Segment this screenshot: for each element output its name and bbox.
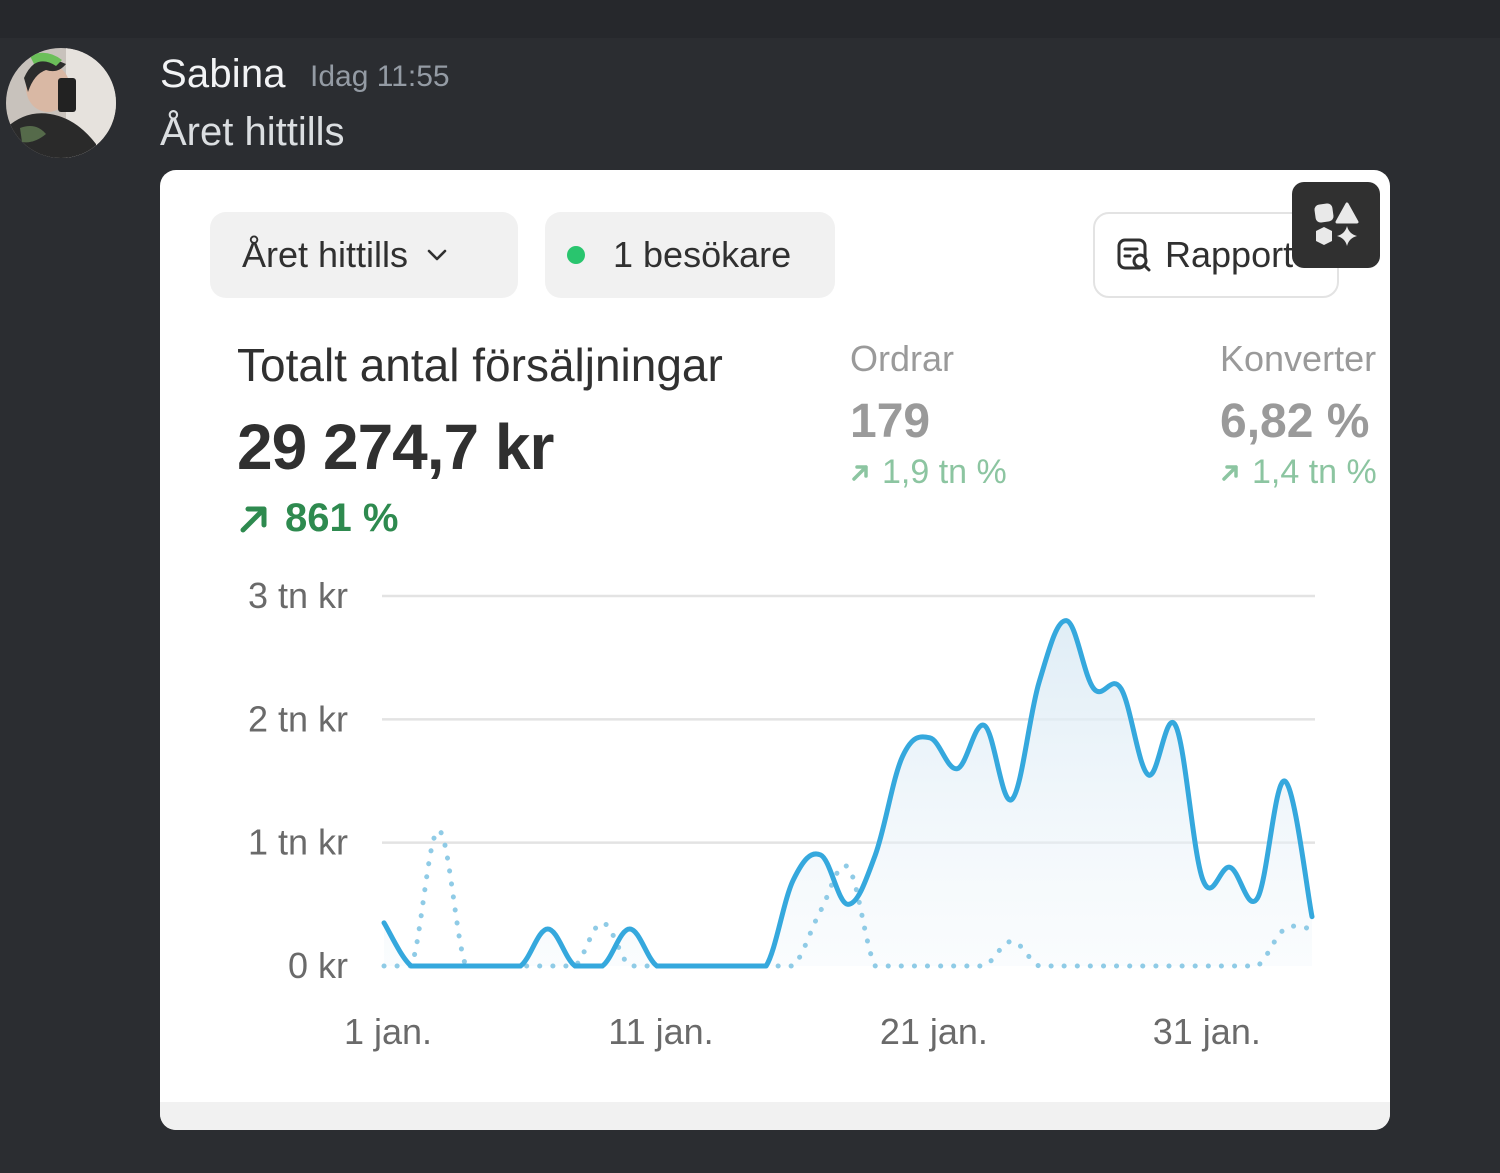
window-top-bar (0, 0, 1500, 38)
conversion-change: 1,4 tn % (1220, 453, 1377, 492)
report-button-label: Rapport (1165, 234, 1294, 275)
sales-line-chart[interactable]: 0 kr 1 tn kr 2 tn kr 3 tn kr 1 jan. 11 jan. 21… (160, 170, 1390, 1102)
arrow-up-right-icon (240, 506, 267, 532)
sidekick-button[interactable] (1292, 182, 1380, 268)
total-sales-change-value: 861 % (285, 496, 399, 540)
live-status-dot-icon (567, 246, 585, 264)
sales-series-line (381, 618, 1315, 969)
x-axis-tick-label: 31 jan. (1153, 1011, 1261, 1052)
arrow-up-right-icon (1222, 464, 1238, 481)
date-range-label: Året hittills (242, 234, 409, 275)
orders-change-value: 1,9 tn % (882, 453, 1007, 491)
analytics-screenshot-card[interactable]: Året hittills 1 besökare Rapport Totalt … (160, 170, 1390, 1130)
message-username[interactable]: Sabina (160, 52, 286, 96)
y-axis-tick-label: 2 tn kr (248, 698, 348, 739)
conversion-label: Konverter (1220, 338, 1377, 379)
x-axis-tick-label: 11 jan. (608, 1011, 713, 1052)
arrow-up-right-icon (852, 464, 868, 481)
x-axis-tick-label: 1 jan. (344, 1011, 432, 1052)
orders-change: 1,9 tn % (850, 453, 1007, 492)
conversion-change-value: 1,4 tn % (1252, 453, 1377, 491)
total-sales-title: Totalt antal försäljningar (237, 339, 723, 391)
orders-label: Ordrar (850, 338, 955, 379)
conversion-value: 6,82 % (1220, 395, 1370, 448)
sales-area-fill (384, 620, 1312, 966)
y-axis-tick-label: 1 tn kr (248, 822, 348, 863)
y-axis-tick-label: 0 kr (288, 945, 348, 986)
orders-value: 179 (850, 395, 931, 448)
shapes-icon (1314, 202, 1359, 246)
orders-metric[interactable]: Ordrar 179 1,9 tn % (850, 338, 1007, 492)
conversion-metric[interactable]: Konverter 6,82 % 1,4 tn % (1220, 338, 1377, 492)
card-footer-strip (160, 1102, 1390, 1130)
x-axis-tick-label: 21 jan. (880, 1011, 988, 1052)
date-range-selector[interactable]: Året hittills (210, 212, 518, 298)
report-search-icon (1117, 238, 1151, 272)
message-timestamp: Idag 11:55 (310, 60, 450, 93)
message-text: Året hittills (160, 110, 345, 154)
total-sales-value: 29 274,7 kr (237, 411, 554, 483)
y-axis-tick-label: 3 tn kr (248, 575, 348, 616)
live-visitors-label: 1 besökare (613, 234, 792, 275)
chevron-down-icon (427, 249, 447, 261)
total-sales-change: 861 % (237, 496, 398, 541)
avatar[interactable] (6, 48, 116, 158)
live-visitors-button[interactable]: 1 besökare (545, 212, 835, 298)
